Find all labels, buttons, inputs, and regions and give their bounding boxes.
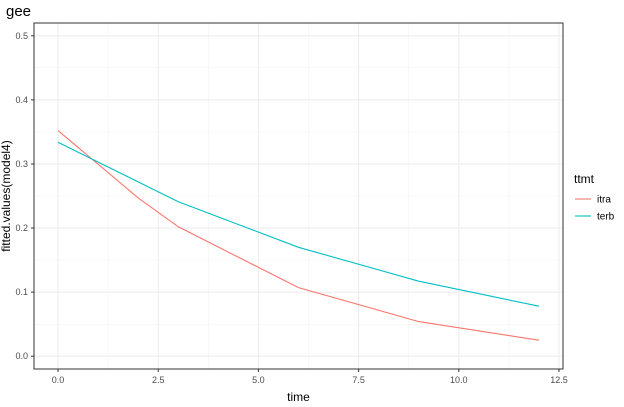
legend-title: ttmt [574,172,595,186]
x-tick-label: 2.5 [152,375,165,385]
grid-minor [34,23,563,369]
legend-label-itra: itra [597,195,611,206]
x-tick-label: 0.0 [52,375,65,385]
y-tick-label: 0.2 [15,223,28,233]
series-layer [57,130,540,341]
chart-title: gee [6,3,31,20]
x-axis: 0.0 2.5 5.0 7.5 10.0 12.5 [52,369,568,385]
legend-label-terb: terb [597,212,615,223]
x-axis-title: time [287,390,310,404]
panel-border [33,22,564,370]
legend-items: itra terb [575,195,615,223]
x-tick-label: 12.5 [550,375,568,385]
y-tick-label: 0.4 [15,95,28,105]
y-axis-title: fitted.values(model4) [0,140,13,251]
x-tick-label: 7.5 [352,375,365,385]
series-line-itra [57,130,540,341]
y-tick-label: 0.0 [15,351,28,361]
x-tick-label: 10.0 [450,375,468,385]
y-tick-label: 0.5 [15,31,28,41]
y-tick-label: 0.3 [15,159,28,169]
legend: ttmt itra terb [574,172,615,223]
y-tick-label: 0.1 [15,287,28,297]
grid-major [34,23,563,369]
x-tick-label: 5.0 [252,375,265,385]
y-axis: 0.0 0.1 0.2 0.3 0.4 0.5 [15,31,34,361]
series-line-terb [57,141,540,307]
